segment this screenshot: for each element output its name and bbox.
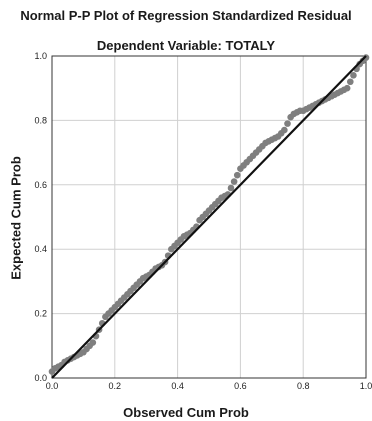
x-tick-labels: 0.0 0.2 0.4 0.6 0.8 1.0 bbox=[46, 381, 372, 391]
y-tick-label: 0.0 bbox=[34, 373, 47, 383]
x-tick-label: 1.0 bbox=[360, 381, 372, 391]
y-tick-label: 0.6 bbox=[34, 180, 47, 190]
data-point bbox=[343, 84, 351, 92]
chart-title: Normal P-P Plot of Regression Standardiz… bbox=[20, 8, 352, 23]
x-tick-label: 0.2 bbox=[109, 381, 122, 391]
x-tick-label: 0.4 bbox=[171, 381, 184, 391]
y-tick-label: 0.8 bbox=[34, 115, 47, 125]
x-tick-label: 0.6 bbox=[234, 381, 247, 391]
data-point bbox=[233, 171, 241, 179]
x-tick-label: 0.8 bbox=[297, 381, 310, 391]
data-point bbox=[347, 78, 354, 86]
chart-subtitle: Dependent Variable: TOTALY bbox=[96, 38, 276, 53]
plot-frame bbox=[51, 55, 367, 379]
data-point bbox=[230, 178, 238, 185]
reference-line bbox=[51, 55, 367, 379]
data-point bbox=[284, 120, 291, 127]
grid-lines bbox=[52, 56, 366, 378]
data-point bbox=[227, 184, 235, 192]
x-axis-title: Observed Cum Prob bbox=[123, 405, 249, 420]
y-tick-label: 0.2 bbox=[34, 309, 47, 319]
data-point bbox=[350, 72, 357, 79]
y-tick-label: 0.4 bbox=[34, 244, 47, 254]
y-tick-label: 1.0 bbox=[34, 51, 47, 61]
x-tick-label: 0.0 bbox=[46, 381, 59, 391]
data-point bbox=[281, 126, 288, 134]
y-tick-labels: 0.0 0.2 0.4 0.6 0.8 1.0 bbox=[34, 51, 47, 383]
data-point bbox=[89, 339, 97, 346]
